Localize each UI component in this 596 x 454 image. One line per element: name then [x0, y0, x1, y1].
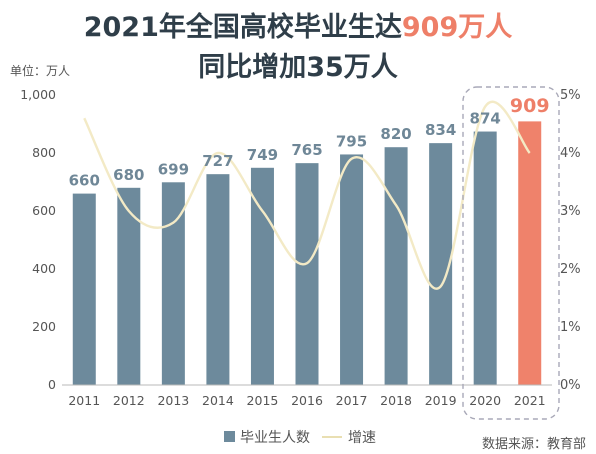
x-tick-label: 2017	[336, 393, 368, 408]
y-right-tick-label: 0%	[560, 378, 581, 393]
data-labels: 660 680 699 727 749 765 795 820 834 874 909	[69, 95, 550, 190]
y-right-tick-label: 1%	[560, 320, 581, 335]
data-label: 680	[113, 166, 144, 184]
x-tick-label: 2011	[68, 393, 100, 408]
chart-subtitle: 同比增加35万人	[198, 51, 398, 83]
bar	[161, 182, 185, 385]
data-label: 834	[425, 121, 456, 139]
bar	[473, 131, 497, 385]
bar	[384, 147, 408, 385]
y-left-tick-label: 600	[32, 203, 56, 218]
growth-line-path	[83, 100, 531, 290]
legend-label-bar: 毕业生人数	[240, 430, 310, 446]
unit-label: 单位：万人	[10, 63, 70, 78]
y-right-tick-label: 2%	[560, 262, 581, 277]
x-tick-label: 2014	[202, 393, 234, 408]
legend: 毕业生人数 增速	[224, 430, 376, 446]
bar-highlight	[518, 121, 542, 385]
bar	[340, 154, 364, 385]
data-label: 699	[158, 160, 189, 178]
bar	[72, 193, 96, 385]
chart-title-highlight: 909万人	[402, 12, 512, 43]
right-axis: 0% 1% 2% 3% 4% 5%	[560, 88, 581, 393]
chart-title: 2021年全国高校毕业生达909万人	[84, 11, 513, 43]
bar	[206, 174, 230, 385]
chart-title-main: 2021年全国高校毕业生达	[84, 11, 402, 43]
bar	[429, 143, 453, 385]
y-left-tick-label: 0	[48, 377, 56, 392]
y-left-tick-label: 1,000	[20, 87, 56, 102]
data-label: 820	[380, 125, 411, 143]
source-note: 数据来源：教育部	[482, 436, 586, 452]
bar	[295, 163, 319, 385]
data-label: 749	[247, 146, 278, 164]
bar	[250, 167, 274, 385]
y-right-tick-label: 5%	[560, 88, 581, 103]
x-tick-label: 2018	[380, 393, 412, 408]
growth-line	[83, 100, 531, 290]
legend-swatch-bar	[224, 431, 235, 442]
y-left-tick-label: 400	[32, 261, 56, 276]
legend-label-line: 增速	[348, 430, 376, 446]
data-label: 765	[291, 141, 322, 159]
data-label-highlight: 909	[510, 95, 550, 117]
x-tick-label: 2019	[425, 393, 457, 408]
x-tick-label: 2013	[157, 393, 189, 408]
x-tick-label: 2021	[514, 393, 546, 408]
y-right-tick-label: 3%	[560, 204, 581, 219]
data-label: 874	[470, 110, 501, 128]
data-label: 727	[202, 152, 233, 170]
bar	[117, 187, 141, 385]
x-axis: 2011 2012 2013 2014 2015 2016 2017 2018 2019 2020…	[68, 393, 545, 408]
x-tick-label: 2020	[469, 393, 501, 408]
data-label: 660	[69, 172, 100, 190]
y-left-tick-label: 200	[32, 319, 56, 334]
data-label: 795	[336, 132, 367, 150]
x-tick-label: 2016	[291, 393, 323, 408]
left-axis: 0 200 400 600 800 1,000	[20, 87, 56, 392]
bars	[72, 121, 542, 385]
x-tick-label: 2012	[113, 393, 145, 408]
y-right-tick-label: 4%	[560, 146, 581, 161]
x-tick-label: 2015	[247, 393, 279, 408]
highlight-box	[462, 86, 560, 420]
y-left-tick-label: 800	[32, 145, 56, 160]
